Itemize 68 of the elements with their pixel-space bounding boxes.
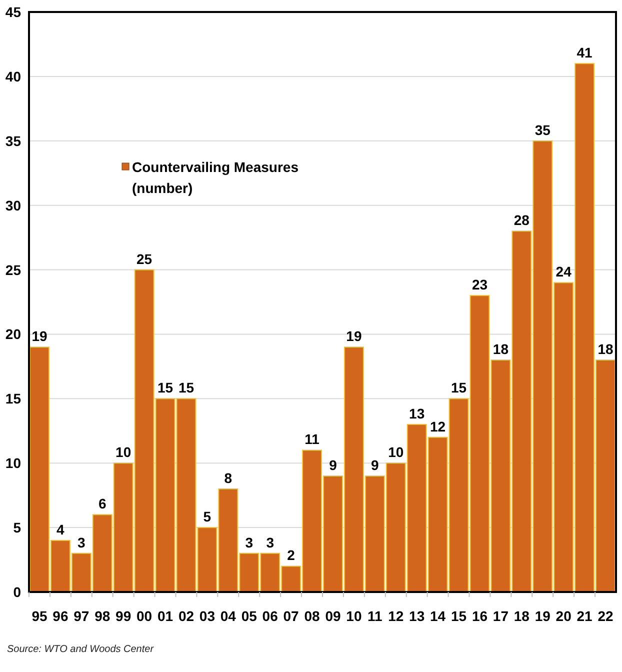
x-tick-label: 18 — [514, 608, 530, 624]
x-tick-label: 03 — [199, 608, 216, 624]
data-label: 19 — [32, 328, 48, 344]
x-tick-label: 16 — [472, 608, 488, 624]
y-tick-label: 30 — [5, 197, 22, 214]
x-tick-label: 06 — [262, 608, 278, 624]
data-label: 11 — [304, 431, 320, 448]
x-tick-label: 00 — [136, 608, 152, 624]
x-tick-label: 13 — [409, 608, 425, 624]
y-tick-label: 45 — [5, 4, 22, 20]
data-label: 2 — [287, 547, 296, 564]
data-label: 41 — [576, 44, 593, 61]
data-label: 6 — [98, 496, 106, 512]
x-tick-label: 97 — [74, 608, 90, 624]
y-tick-label: 35 — [5, 132, 22, 149]
x-tick-label: 20 — [556, 608, 572, 624]
source-note: Source: WTO and Woods Center — [7, 644, 154, 655]
data-label: 8 — [224, 470, 232, 486]
y-tick-label: 15 — [5, 390, 22, 407]
x-tick-label: 19 — [534, 608, 551, 624]
x-tick-label: 96 — [52, 608, 68, 624]
data-label: 3 — [78, 534, 86, 550]
x-tick-label: 14 — [430, 608, 446, 624]
x-tick-label: 05 — [241, 608, 258, 624]
data-label: 18 — [492, 341, 509, 357]
data-label: 24 — [556, 264, 572, 280]
y-tick-label: 10 — [5, 455, 22, 472]
data-label: 9 — [371, 457, 380, 473]
x-tick-label: 17 — [492, 608, 509, 624]
data-label: 3 — [245, 534, 254, 550]
x-tick-label: 09 — [325, 608, 341, 624]
x-tick-label: 21 — [576, 608, 593, 624]
data-label: 15 — [178, 380, 194, 396]
data-label: 13 — [409, 405, 425, 422]
y-tick-label: 40 — [5, 68, 22, 84]
x-tick-label: 99 — [116, 608, 132, 624]
x-tick-label: 95 — [32, 608, 48, 624]
x-tick-label: 01 — [157, 608, 174, 624]
data-label: 15 — [450, 380, 467, 396]
data-label: 5 — [203, 508, 212, 525]
y-tick-label: 0 — [13, 584, 22, 600]
y-tick-label: 5 — [13, 520, 22, 536]
x-tick-label: 04 — [220, 608, 236, 624]
data-label: 12 — [430, 418, 446, 434]
data-label: 3 — [266, 534, 274, 550]
data-label: 25 — [136, 250, 152, 267]
data-label: 23 — [472, 276, 488, 293]
data-label: 15 — [157, 380, 174, 396]
x-tick-label: 22 — [598, 608, 614, 624]
x-tick-label: 11 — [368, 608, 383, 624]
x-tick-label: 12 — [388, 608, 404, 624]
data-label: 4 — [56, 521, 65, 538]
y-tick-label: 20 — [5, 326, 22, 342]
data-label: 10 — [388, 444, 404, 460]
data-label: 35 — [534, 122, 551, 138]
x-tick-label: 02 — [178, 608, 194, 624]
legend-label: Countervailing Measures (number) — [132, 159, 299, 196]
y-tick-label: 25 — [5, 262, 22, 278]
x-tick-label: 07 — [283, 608, 300, 624]
data-label: 28 — [514, 212, 530, 228]
data-label: 9 — [329, 457, 338, 473]
data-label: 19 — [346, 328, 362, 344]
x-tick-label: 08 — [304, 608, 320, 624]
x-tick-label: 10 — [346, 608, 362, 624]
data-label: 10 — [116, 444, 132, 460]
x-tick-label: 98 — [94, 608, 110, 624]
data-label: 18 — [598, 341, 614, 357]
x-tick-label: 15 — [450, 608, 467, 624]
